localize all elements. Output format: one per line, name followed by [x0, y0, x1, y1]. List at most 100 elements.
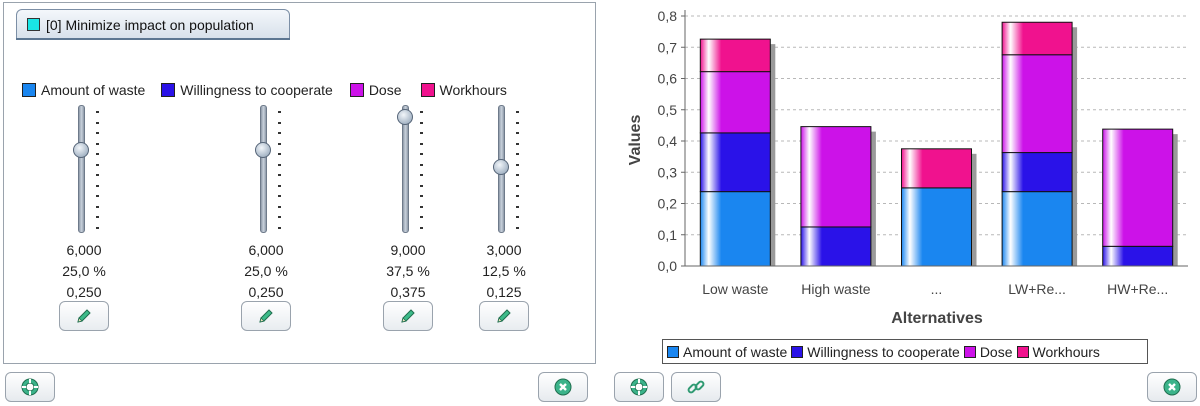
- x-tick-label: ...: [931, 281, 943, 297]
- slider-knob[interactable]: [493, 158, 509, 175]
- slider-track[interactable]: [402, 105, 409, 233]
- legend-label: Dose: [979, 343, 1013, 360]
- slider-tick: [96, 121, 99, 124]
- x-tick-label: Low waste: [702, 281, 768, 297]
- bar-segment[interactable]: [1001, 21, 1073, 56]
- slider-ticks: [278, 111, 282, 229]
- edit-button[interactable]: [479, 301, 529, 331]
- y-tick-label: 0,4: [658, 133, 678, 149]
- criterion-value: 6,000: [66, 242, 102, 258]
- legend-swatch: [1016, 345, 1029, 358]
- pencil-icon: [497, 309, 511, 323]
- criterion-values: 6,000 25,0 % 0,250: [226, 240, 306, 303]
- slider-tick: [278, 184, 281, 187]
- dose-swatch: [349, 83, 364, 97]
- link-button[interactable]: [671, 372, 721, 402]
- legend-swatch: [791, 345, 804, 358]
- bar-segment[interactable]: [1102, 245, 1174, 267]
- lifebuoy-icon: [21, 378, 39, 396]
- close-icon: [1163, 378, 1181, 396]
- legend-label: Dose: [368, 82, 402, 98]
- slider-knob[interactable]: [73, 142, 89, 158]
- close-icon: [554, 378, 572, 396]
- slider-tick: [516, 205, 519, 208]
- slider-tick: [96, 111, 99, 113]
- help-button-right[interactable]: [614, 372, 664, 402]
- slider-tick: [278, 163, 281, 166]
- slider-track[interactable]: [78, 105, 85, 233]
- stacked-bar-chart: 0,0 0,1 0,2 0,3 0,4 0,5 0,6 0,7 0,8 Low waste Hig…: [627, 8, 1188, 327]
- slider-tick: [420, 216, 423, 218]
- chart-legend-item: Amount of waste: [667, 344, 787, 360]
- slider-track[interactable]: [260, 105, 267, 233]
- slider-tick: [420, 111, 423, 113]
- slider-tick: [278, 121, 281, 124]
- chart-legend: Amount of waste Willingness to cooperate…: [662, 339, 1148, 364]
- legend-label: Willingness to cooperate: [807, 343, 960, 360]
- criterion-weight: 0,125: [486, 284, 522, 300]
- bar-segment[interactable]: [1001, 54, 1073, 154]
- edit-button[interactable]: [59, 301, 109, 331]
- x-tick-label: LW+Re...: [1008, 281, 1066, 297]
- slider-tick: [516, 174, 519, 176]
- legend-item-dose: Dose: [349, 82, 402, 98]
- legend-swatch: [963, 345, 976, 358]
- legend-label: Amount of waste: [41, 82, 146, 98]
- criterion-values: 3,000 12,5 % 0,125: [464, 240, 544, 303]
- slider-tick: [420, 121, 423, 124]
- slider-tick: [420, 195, 423, 197]
- y-tick-label: 0,0: [658, 258, 678, 274]
- slider-tick: [516, 111, 519, 113]
- legend-swatch: [667, 345, 679, 358]
- tab-underline: [16, 38, 290, 40]
- bar-segment[interactable]: [1001, 191, 1073, 267]
- slider-tick: [278, 174, 281, 176]
- y-tick-label: 0,7: [658, 39, 678, 55]
- criterion-percent: 25,0 %: [244, 263, 288, 279]
- bar-segment[interactable]: [699, 132, 771, 193]
- slider-tick: [278, 153, 281, 155]
- criterion-color-swatch: [27, 18, 40, 31]
- slider-tick: [516, 132, 519, 134]
- edit-button[interactable]: [383, 301, 433, 331]
- y-axis-ticks: 0,0 0,1 0,2 0,3 0,4 0,5 0,6 0,7 0,8: [658, 8, 685, 274]
- criterion-weight: 0,250: [248, 284, 284, 300]
- bar-segment[interactable]: [1001, 152, 1073, 193]
- help-button[interactable]: [5, 372, 55, 402]
- slider-knob[interactable]: [397, 109, 413, 125]
- slider-tick: [96, 184, 99, 187]
- slider-tick: [516, 216, 519, 218]
- close-button-right[interactable]: [1147, 372, 1197, 402]
- slider-tick: [420, 153, 423, 155]
- slider-tick: [278, 142, 281, 145]
- lifebuoy-icon: [630, 378, 648, 396]
- criterion-values: 9,000 37,5 % 0,375: [368, 240, 448, 303]
- bar-segment[interactable]: [901, 187, 972, 267]
- slider-knob[interactable]: [255, 142, 271, 158]
- criteria-legend: Amount of waste Willingness to cooperate…: [22, 81, 507, 99]
- criterion-percent: 12,5 %: [482, 263, 526, 279]
- bar-segment[interactable]: [699, 38, 771, 73]
- bar-segment[interactable]: [699, 191, 771, 267]
- slider-tick: [420, 205, 423, 208]
- slider-tick: [278, 195, 281, 197]
- bar-segment[interactable]: [1102, 128, 1174, 247]
- legend-label: Amount of waste: [683, 343, 788, 360]
- slider-tick: [516, 153, 519, 155]
- edit-button[interactable]: [241, 301, 291, 331]
- bar-segment[interactable]: [800, 226, 872, 267]
- tab-label: [0] Minimize impact on population: [46, 16, 254, 33]
- bar-segment[interactable]: [800, 126, 872, 228]
- legend-label: Workhours: [439, 82, 507, 98]
- x-tick-label: HW+Re...: [1107, 281, 1168, 297]
- close-button-left[interactable]: [538, 372, 588, 402]
- slider-tick: [96, 174, 99, 176]
- bar-segment[interactable]: [901, 148, 972, 189]
- legend-item-willingness: Willingness to cooperate: [161, 82, 333, 98]
- bar-segment[interactable]: [699, 71, 771, 134]
- criterion-weight: 0,375: [390, 284, 426, 300]
- tab-criterion[interactable]: [0] Minimize impact on population: [16, 9, 290, 39]
- slider-tick: [278, 205, 281, 208]
- slider-tick: [420, 174, 423, 176]
- chart-legend-item: Dose: [963, 343, 1013, 360]
